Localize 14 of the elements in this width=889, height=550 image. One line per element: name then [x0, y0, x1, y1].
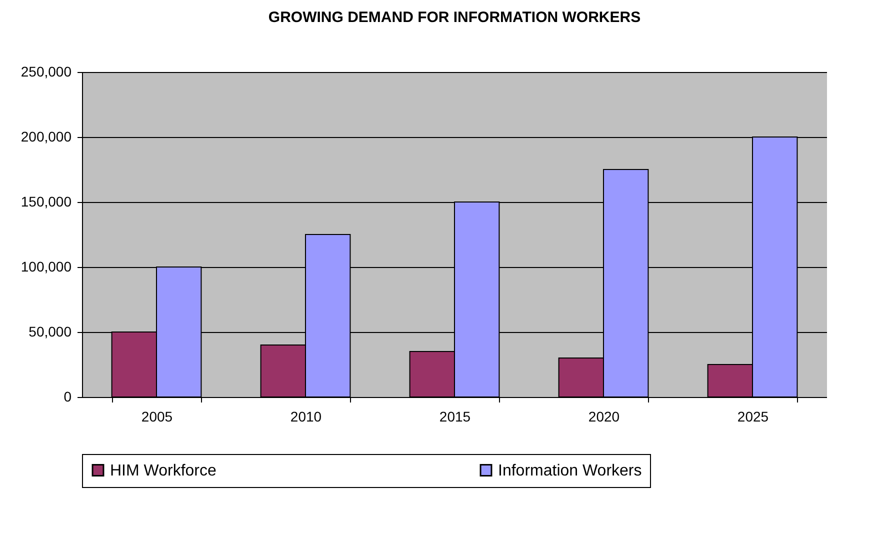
y-tick-label: 100,000 — [20, 258, 72, 274]
x-tick-label: 2005 — [141, 408, 173, 424]
legend-label: HIM Workforce — [110, 462, 216, 480]
y-tick-label: 0 — [64, 388, 72, 404]
chart-title: GROWING DEMAND FOR INFORMATION WORKERS — [268, 9, 641, 26]
x-tick-label: 2010 — [290, 408, 322, 424]
y-tick-label: 200,000 — [20, 128, 72, 144]
y-tick-label: 150,000 — [20, 194, 72, 210]
x-tick-label: 2015 — [439, 408, 471, 424]
y-tick-label: 50,000 — [28, 324, 72, 340]
legend-label: Information Workers — [498, 462, 642, 480]
x-tick-label: 2020 — [588, 408, 620, 424]
x-tick-label: 2025 — [737, 408, 769, 424]
y-tick-label: 250,000 — [20, 64, 72, 80]
